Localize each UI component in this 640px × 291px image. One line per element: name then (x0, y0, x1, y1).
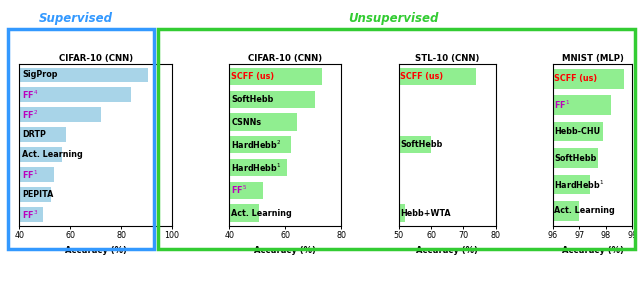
Text: HardHebb$^1$: HardHebb$^1$ (232, 161, 282, 174)
Text: SCFF (us): SCFF (us) (401, 72, 444, 81)
Text: FF$^1$: FF$^1$ (554, 99, 570, 111)
Text: SigProp: SigProp (22, 70, 58, 79)
X-axis label: Accuracy (%): Accuracy (%) (562, 246, 623, 255)
Title: MNIST (MLP): MNIST (MLP) (562, 54, 623, 63)
Bar (229, 205, 259, 221)
Text: SCFF (us): SCFF (us) (554, 74, 597, 83)
Text: FF$^3$: FF$^3$ (22, 208, 38, 221)
Bar (19, 68, 148, 82)
X-axis label: Accuracy (%): Accuracy (%) (65, 246, 127, 255)
Text: Supervised: Supervised (38, 13, 113, 25)
Bar (19, 127, 67, 142)
Text: Act. Learning: Act. Learning (232, 209, 292, 217)
Text: FF$^2$: FF$^2$ (22, 109, 38, 121)
Text: SCFF (us): SCFF (us) (232, 72, 275, 81)
Bar (19, 107, 100, 122)
Bar (229, 159, 287, 176)
Bar (229, 91, 315, 108)
Text: SoftHebb: SoftHebb (401, 140, 443, 149)
Text: Act. Learning: Act. Learning (22, 150, 83, 159)
Bar (19, 167, 54, 182)
Text: FF$^1$: FF$^1$ (22, 168, 38, 181)
Bar (399, 136, 431, 153)
X-axis label: Accuracy (%): Accuracy (%) (255, 246, 316, 255)
Bar (399, 68, 476, 85)
Text: CSNNs: CSNNs (232, 118, 262, 127)
Bar (553, 175, 590, 194)
Bar (19, 187, 51, 202)
Bar (399, 205, 405, 221)
Text: HardHebb$^1$: HardHebb$^1$ (554, 178, 605, 191)
Bar (553, 201, 579, 221)
Title: CIFAR-10 (CNN): CIFAR-10 (CNN) (248, 54, 323, 63)
X-axis label: Accuracy (%): Accuracy (%) (416, 246, 478, 255)
Bar (553, 95, 611, 115)
Bar (553, 69, 625, 88)
Text: Act. Learning: Act. Learning (554, 206, 615, 215)
Bar (229, 113, 296, 131)
Title: STL-10 (CNN): STL-10 (CNN) (415, 54, 479, 63)
Bar (19, 88, 131, 102)
Bar (229, 136, 291, 153)
Bar (19, 147, 63, 162)
Text: DRTP: DRTP (22, 130, 46, 139)
Bar (553, 122, 603, 141)
Text: FF$^4$: FF$^4$ (22, 89, 38, 101)
Text: Hebb-CHU: Hebb-CHU (554, 127, 600, 136)
Bar (229, 68, 322, 85)
Text: Unsupervised: Unsupervised (348, 13, 439, 25)
Text: Hebb+WTA: Hebb+WTA (401, 209, 451, 217)
Bar (229, 182, 263, 199)
Text: FF$^5$: FF$^5$ (232, 184, 248, 196)
Text: HardHebb$^2$: HardHebb$^2$ (232, 139, 282, 151)
Text: SoftHebb: SoftHebb (554, 154, 596, 162)
Text: PEPITA: PEPITA (22, 190, 53, 199)
Title: CIFAR-10 (CNN): CIFAR-10 (CNN) (58, 54, 132, 63)
Bar (19, 207, 44, 222)
Text: SoftHebb: SoftHebb (232, 95, 274, 104)
Bar (553, 148, 598, 168)
